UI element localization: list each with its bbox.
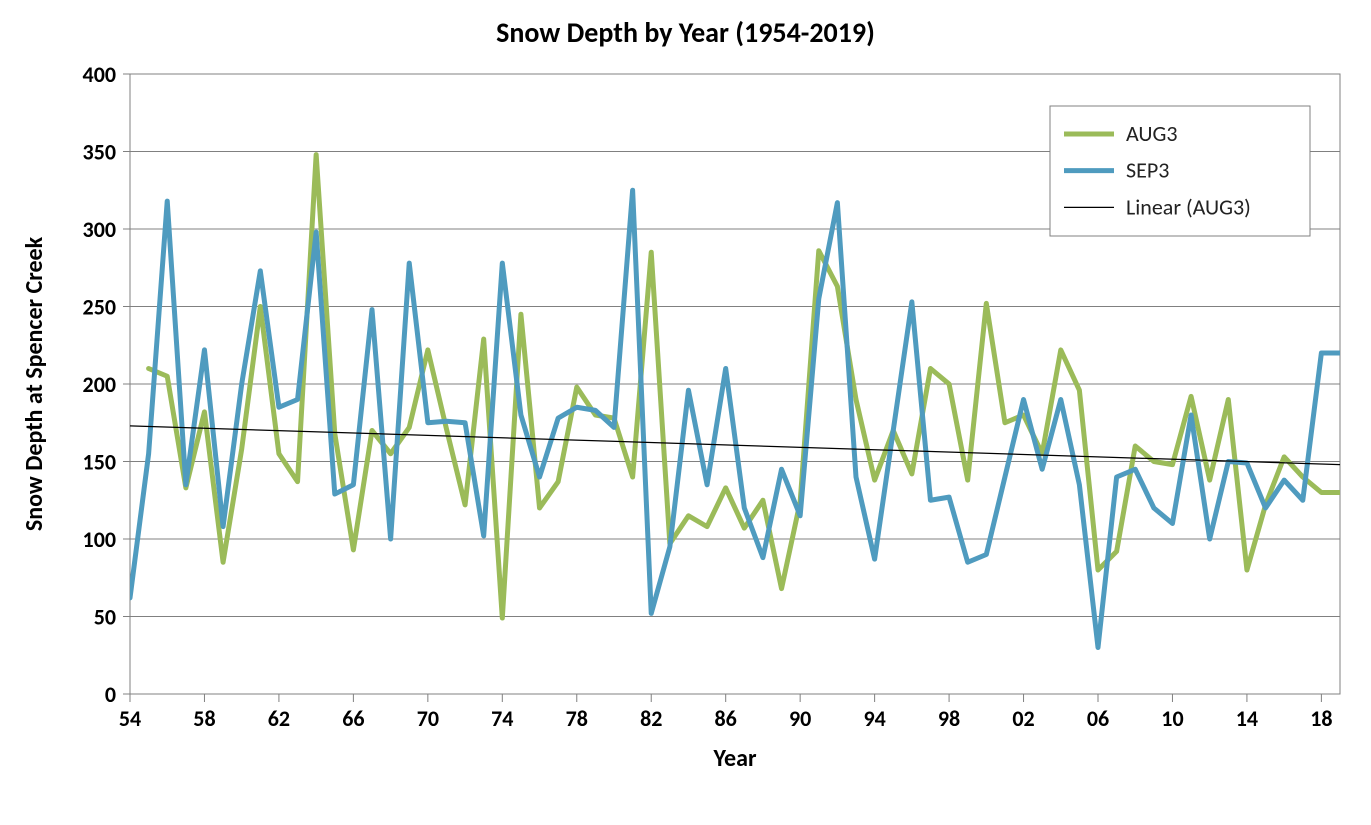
- x-tick-label: 02: [1012, 705, 1034, 732]
- y-tick-label: 200: [83, 371, 116, 398]
- y-tick-label: 150: [83, 449, 116, 476]
- chart-title: Snow Depth by Year (1954-2019): [496, 15, 875, 50]
- snow-depth-line-chart: 0 50 100 150 200 250 300 350 400 54 58 62 66 70 74 78 82…: [0, 0, 1371, 825]
- x-tick-label: 82: [640, 705, 662, 732]
- y-tick-label: 250: [83, 294, 116, 321]
- x-tick-label: 98: [938, 705, 960, 732]
- x-tick-label: 54: [119, 705, 141, 732]
- x-tick-label: 78: [566, 705, 588, 732]
- x-tick-label: 86: [715, 705, 737, 732]
- legend-label: Linear (AUG3): [1126, 193, 1251, 220]
- y-tick-label: 300: [83, 216, 116, 243]
- y-axis-title: Snow Depth at Spencer Creek: [20, 236, 49, 531]
- x-tick-label: 14: [1236, 705, 1258, 732]
- x-tick-label: 66: [342, 705, 364, 732]
- x-tick-label: 94: [863, 705, 885, 732]
- x-tick-label: 74: [491, 705, 513, 732]
- y-tick-label: 350: [83, 139, 116, 166]
- y-tick-label: 100: [83, 526, 116, 553]
- x-tick-label: 90: [789, 705, 811, 732]
- y-tick-label: 50: [94, 604, 116, 631]
- x-tick-label: 58: [193, 705, 215, 732]
- x-tick-label: 62: [268, 705, 290, 732]
- chart-container: 0 50 100 150 200 250 300 350 400 54 58 62 66 70 74 78 82…: [0, 0, 1371, 825]
- x-tick-label: 18: [1310, 705, 1332, 732]
- x-tick-label: 06: [1087, 705, 1109, 732]
- legend-label: SEP3: [1126, 157, 1169, 184]
- x-tick-label: 10: [1161, 705, 1183, 732]
- x-tick-label: 70: [417, 705, 439, 732]
- legend: AUG3 SEP3 Linear (AUG3): [1050, 106, 1310, 236]
- y-tick-label: 0: [105, 681, 116, 708]
- legend-label: AUG3: [1126, 120, 1178, 147]
- x-axis-title: Year: [712, 744, 756, 773]
- y-tick-label: 400: [83, 61, 116, 88]
